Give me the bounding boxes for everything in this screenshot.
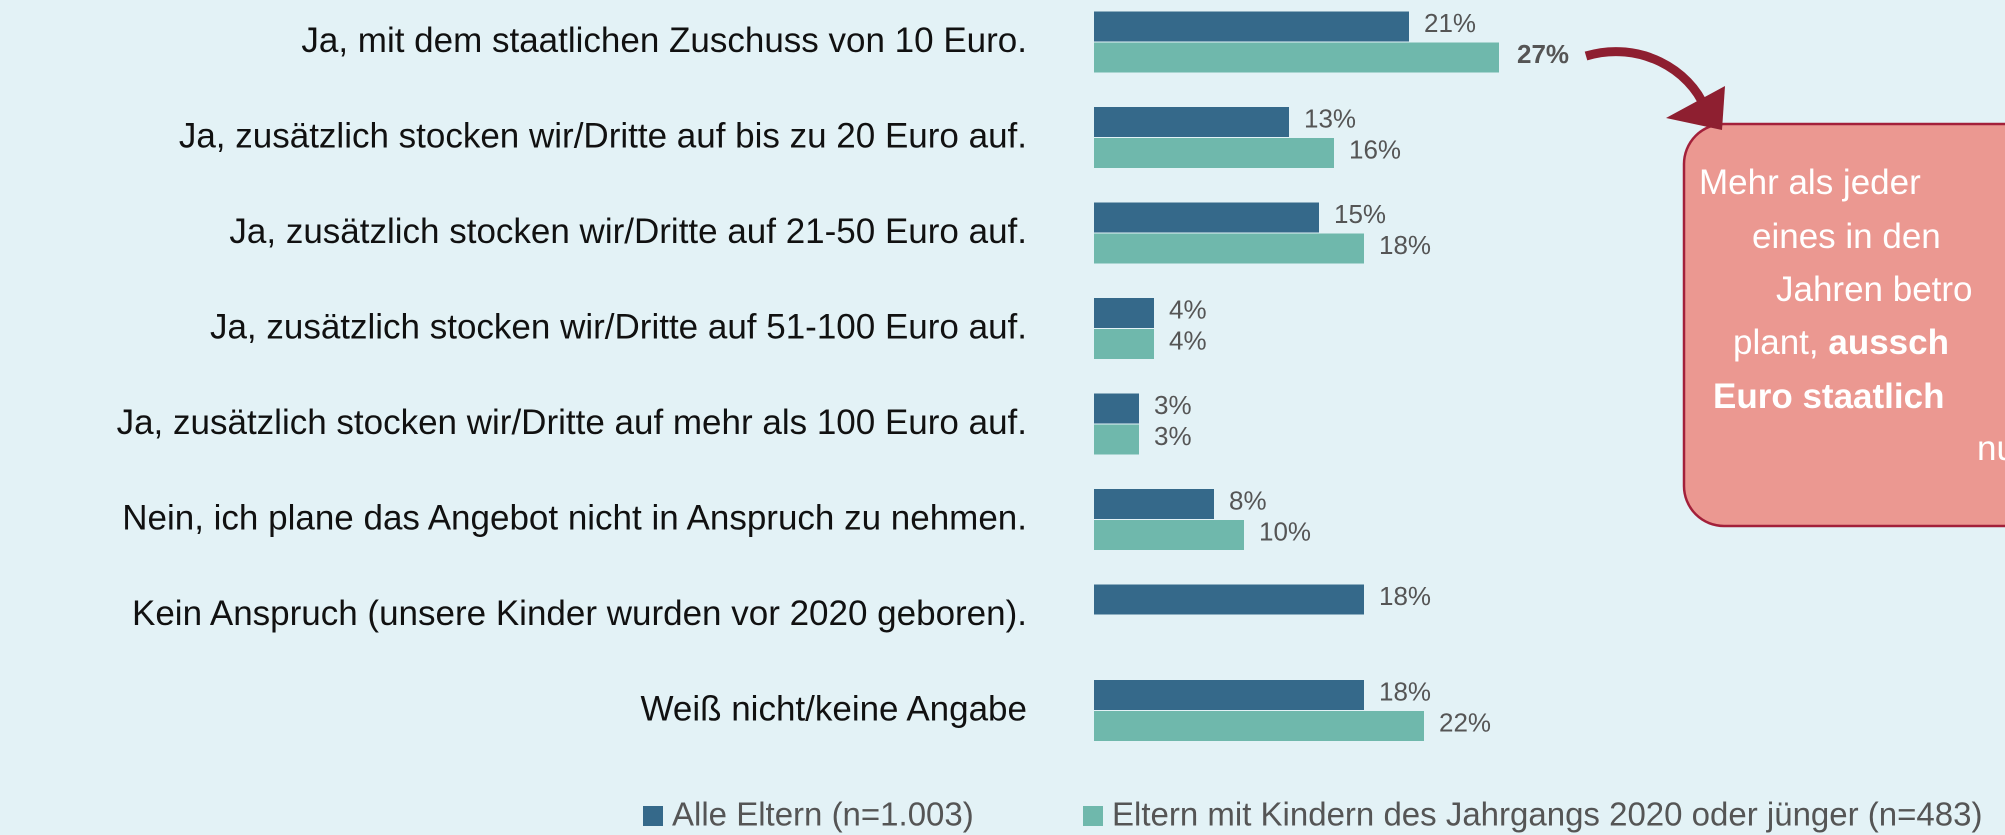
value-label: 16% [1349,134,1401,164]
category-label: Ja, mit dem staatlichen Zuschuss von 10 … [301,21,1027,60]
annotation-bold: aussch [1828,323,1949,362]
bar [1094,42,1499,73]
category-label: Ja, zusätzlich stocken wir/Dritte auf 51… [210,307,1027,346]
legend-label: Alle Eltern (n=1.003) [672,796,974,833]
annotation-text: Jahren betro [1776,270,1973,309]
annotation-line: eines in den [1752,217,1941,256]
value-label: 18% [1379,230,1431,260]
bar [1094,393,1139,424]
value-label: 18% [1379,581,1431,611]
annotation-line: plant, aussch [1733,323,1949,362]
category-label: Ja, zusätzlich stocken wir/Dritte auf bi… [179,116,1027,155]
callout-box [1682,122,2005,528]
value-label: 10% [1259,516,1311,546]
legend-swatch [643,806,663,826]
value-label: 13% [1304,103,1356,133]
bar [1094,711,1424,741]
annotation-text: plant, [1733,323,1828,362]
category-label: Nein, ich plane das Angebot nicht in Ans… [122,498,1027,537]
bar [1094,138,1334,168]
value-label: 18% [1379,676,1431,706]
annotation-bold: Euro staatlich [1713,377,1944,416]
category-label: Kein Anspruch (unsere Kinder wurden vor … [132,594,1027,633]
bar [1094,107,1289,137]
bar [1094,680,1364,710]
value-label: 4% [1169,325,1207,355]
value-label: 4% [1169,294,1207,324]
bar [1094,298,1154,328]
bar [1094,329,1154,359]
callout-arrow [1584,47,1710,110]
value-label: 8% [1229,485,1267,515]
bar [1094,233,1364,264]
legend-swatch [1083,806,1103,826]
category-label: Weiß nicht/keine Angabe [640,689,1027,728]
annotation-line: nu [1977,429,2005,468]
annotation: Mehr als jeder eines in den Jahren betro pl… [1699,163,2005,468]
bar [1094,489,1214,519]
annotation-text: Mehr als jeder [1699,163,1921,202]
value-label: 3% [1154,421,1192,451]
bar [1094,202,1319,233]
value-label: 27% [1517,39,1569,69]
bar [1094,584,1364,615]
bar [1094,520,1244,550]
callout-arrowhead [1666,86,1725,130]
value-label: 22% [1439,707,1491,737]
category-label: Ja, zusätzlich stocken wir/Dritte auf me… [117,403,1027,442]
annotation-line: Euro staatlich [1713,377,1944,416]
value-label: 21% [1424,8,1476,38]
value-label: 3% [1154,390,1192,420]
annotation-text: nu [1977,429,2005,468]
category-label: Ja, zusätzlich stocken wir/Dritte auf 21… [229,212,1027,251]
bar [1094,424,1139,455]
legend-label: Eltern mit Kindern des Jahrgangs 2020 od… [1112,796,1982,833]
bar [1094,11,1409,42]
value-label: 15% [1334,199,1386,229]
annotation-line: Jahren betro [1776,270,1973,309]
annotation-text: eines in den [1752,217,1941,256]
annotation-line: Mehr als jeder [1699,163,1921,202]
